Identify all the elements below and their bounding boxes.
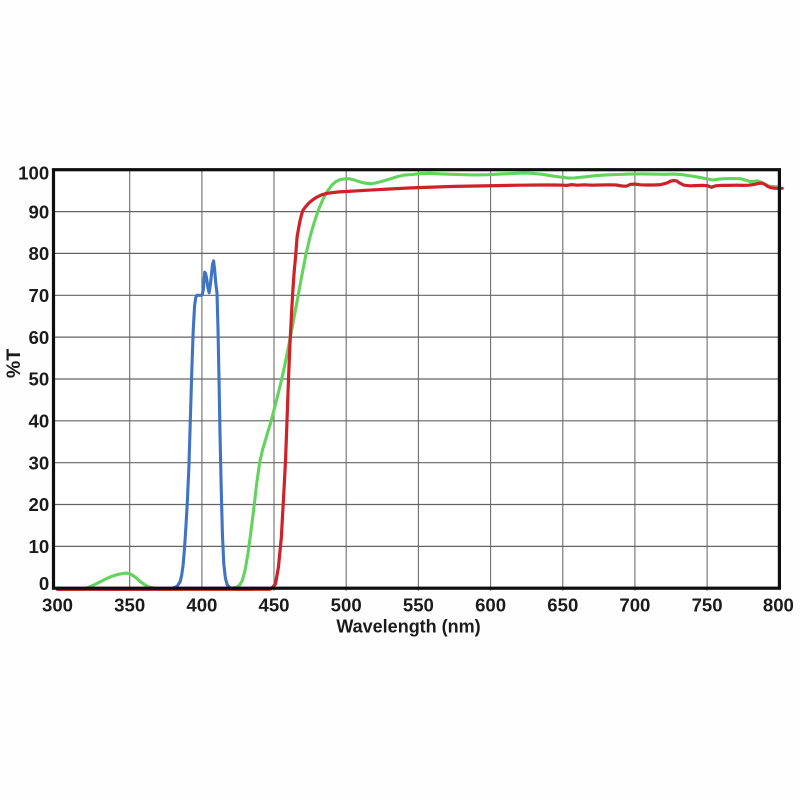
svg-text:60: 60 — [29, 327, 50, 348]
svg-text:700: 700 — [619, 594, 650, 615]
svg-text:350: 350 — [114, 594, 145, 615]
svg-text:10: 10 — [29, 536, 50, 557]
svg-text:400: 400 — [186, 594, 217, 615]
svg-text:800: 800 — [763, 594, 794, 615]
svg-text:80: 80 — [29, 243, 50, 264]
svg-text:500: 500 — [331, 594, 362, 615]
svg-text:550: 550 — [403, 594, 434, 615]
svg-text:300: 300 — [42, 594, 73, 615]
svg-text:20: 20 — [29, 494, 50, 515]
svg-text:750: 750 — [692, 594, 723, 615]
svg-text:0: 0 — [39, 573, 49, 594]
svg-text:90: 90 — [29, 201, 50, 222]
svg-text:450: 450 — [258, 594, 289, 615]
svg-text:650: 650 — [547, 594, 578, 615]
svg-text:600: 600 — [475, 594, 506, 615]
svg-text:100: 100 — [18, 163, 49, 184]
svg-text:30: 30 — [29, 452, 50, 473]
svg-text:%T: %T — [3, 349, 25, 378]
svg-text:70: 70 — [29, 285, 50, 306]
svg-text:50: 50 — [29, 369, 50, 390]
svg-text:Wavelength (nm): Wavelength (nm) — [336, 617, 480, 637]
svg-text:40: 40 — [29, 411, 50, 432]
